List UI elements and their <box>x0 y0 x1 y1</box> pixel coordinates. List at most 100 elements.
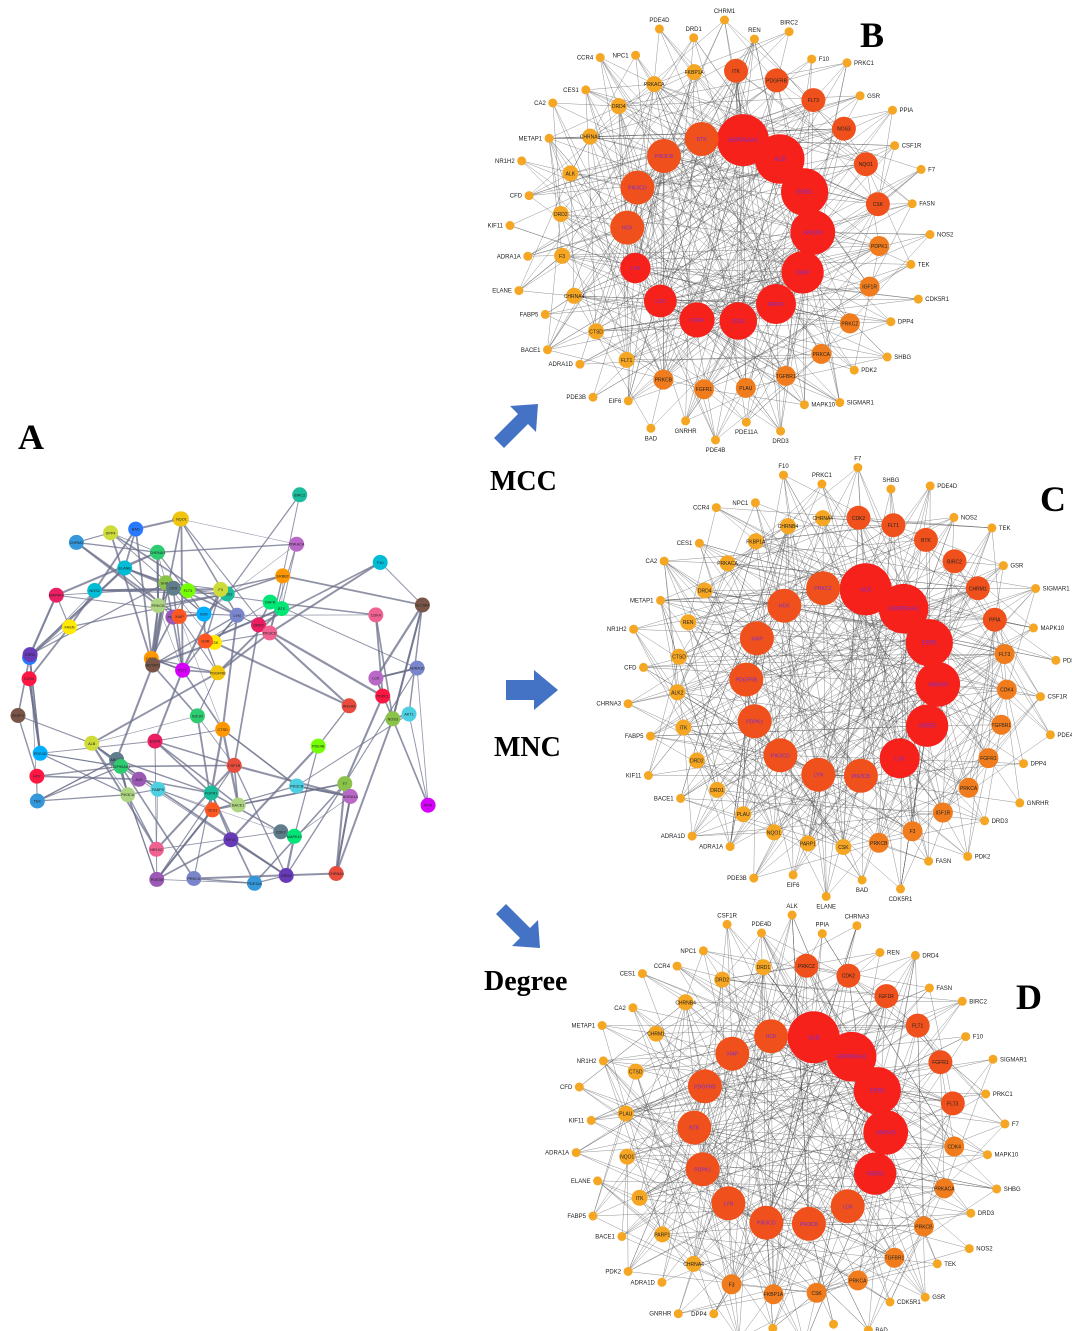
network-edge <box>770 1036 895 1258</box>
node-npc1 <box>750 498 760 508</box>
method-label-degree: Degree <box>484 966 568 997</box>
network-edge <box>923 1103 954 1227</box>
network-edge <box>561 37 694 256</box>
network-edge <box>822 518 944 813</box>
network-edge <box>704 517 823 591</box>
node-label-pde3b: PDE3B <box>151 878 164 882</box>
node-label-mapk10: MAPK10 <box>811 403 835 409</box>
network-edge <box>156 831 281 850</box>
node-label-lck: LCK <box>895 756 906 762</box>
node-ccr4 <box>595 53 605 62</box>
network-edge <box>285 783 346 876</box>
node-kif11 <box>643 771 653 780</box>
node-label-cdk2: CDK2 <box>852 516 866 522</box>
node-elane <box>593 1176 603 1186</box>
node-pik3cd <box>763 738 798 773</box>
node-ctsd <box>215 721 231 737</box>
network-edge <box>802 272 805 405</box>
network-b-nodes: HSP90AA1 ALB ESR1 ANXA5 XIAP PARP1 CDK2 CDK4 LCK… <box>487 9 954 454</box>
node-label-fkbp1a: FKBP1A <box>746 539 766 545</box>
network-edge <box>590 136 878 205</box>
network-edge <box>754 721 844 848</box>
node-label-drd1: DRD1 <box>686 27 703 33</box>
node-label-tek: TEK <box>918 262 930 268</box>
network-edge <box>694 1127 895 1258</box>
network-edge <box>917 1025 1006 1125</box>
node-chrna4 <box>685 1255 702 1272</box>
node-alb <box>787 1011 840 1064</box>
node-label-pde11a: PDE11A <box>1063 658 1072 664</box>
network-edge <box>600 57 803 273</box>
network-edge <box>562 255 891 322</box>
node-bace1 <box>617 1232 627 1241</box>
network-edge <box>574 295 840 403</box>
node-chrna4 <box>814 510 831 527</box>
network-edge <box>37 759 117 802</box>
node-label-prkaca: PRKACA <box>717 561 738 567</box>
node-label-btk: BTK <box>689 1126 700 1132</box>
node-label-prkcz: PRKCZ <box>841 321 858 327</box>
node-prkcb <box>868 832 889 853</box>
node-metap1 <box>597 1021 607 1030</box>
network-edge <box>660 600 757 639</box>
node-label-birc2: BIRC2 <box>969 999 987 1005</box>
network-edge <box>735 70 867 165</box>
network-edge <box>822 588 928 726</box>
node-drd3 <box>776 426 786 436</box>
network-edge <box>732 1053 869 1331</box>
node-label-pdpk1: PDPK1 <box>871 244 888 250</box>
node-itk <box>724 58 748 83</box>
network-edge <box>745 245 880 389</box>
node-label-cdk5r1: CDK5R1 <box>897 1300 921 1306</box>
network-edge <box>579 1086 703 1170</box>
node-label-ces1: CES1 <box>563 88 579 94</box>
node-fasn <box>62 619 77 635</box>
network-d: ALB HSP90AA1 ESR1 ANXA5 NOS3 LCK PIK3CB PIK3CD L… <box>545 904 1028 1331</box>
node-label-fasn: FASN <box>65 625 75 629</box>
node-label-bad: BAD <box>132 528 140 532</box>
node-label-lyn: LYN <box>724 1201 734 1207</box>
node-label-dpp4: DPP4 <box>106 531 116 535</box>
network-edge <box>600 57 665 157</box>
node-xiap <box>171 608 187 624</box>
network-edge <box>703 388 805 405</box>
network-edge <box>625 1001 963 1114</box>
network-edge <box>639 1086 706 1198</box>
node-drd3 <box>980 816 990 826</box>
node-parp1 <box>10 708 26 723</box>
node-label-f10: F10 <box>973 1035 984 1041</box>
node-eif6 <box>788 870 798 880</box>
node-label-akt1: AKT1 <box>404 713 414 717</box>
arrow-to-degree-icon <box>496 904 540 948</box>
node-shbg <box>886 484 896 494</box>
node-nr1h2 <box>148 841 164 857</box>
node-label-f7: F7 <box>343 782 347 786</box>
node-csk <box>835 839 852 855</box>
node-label-prkc1: PRKC1 <box>993 1092 1014 1098</box>
node-label-pik3cb: PIK3CB <box>655 154 674 160</box>
network-edge <box>702 965 807 1170</box>
node-label-prkcb: PRKCB <box>152 604 166 608</box>
node-label-hck: HCK <box>766 1034 777 1040</box>
network-edge <box>713 1222 767 1314</box>
network-edge <box>91 715 198 744</box>
node-label-cdk5r1: CDK5R1 <box>889 897 913 903</box>
node-prkca <box>811 343 832 364</box>
node-f3 <box>721 1274 742 1295</box>
network-edge <box>868 1226 925 1331</box>
network-edge <box>221 615 239 730</box>
node-label-drd3: DRD3 <box>978 1211 995 1217</box>
node-birc2 <box>292 487 308 503</box>
network-edge <box>156 551 205 615</box>
network-edge <box>687 622 827 897</box>
node-label-ppia: PPIA <box>815 923 829 929</box>
panel-label-b: B <box>860 15 885 55</box>
network-edge <box>663 155 786 377</box>
node-igf1r <box>189 708 205 724</box>
network-edge <box>597 1180 663 1235</box>
node-label-eif6: EIF6 <box>609 399 622 405</box>
network-edge <box>726 924 733 1054</box>
network-edge <box>787 524 894 527</box>
network-edge <box>17 715 38 777</box>
node-label-fgfr1: FGFR1 <box>696 387 713 393</box>
